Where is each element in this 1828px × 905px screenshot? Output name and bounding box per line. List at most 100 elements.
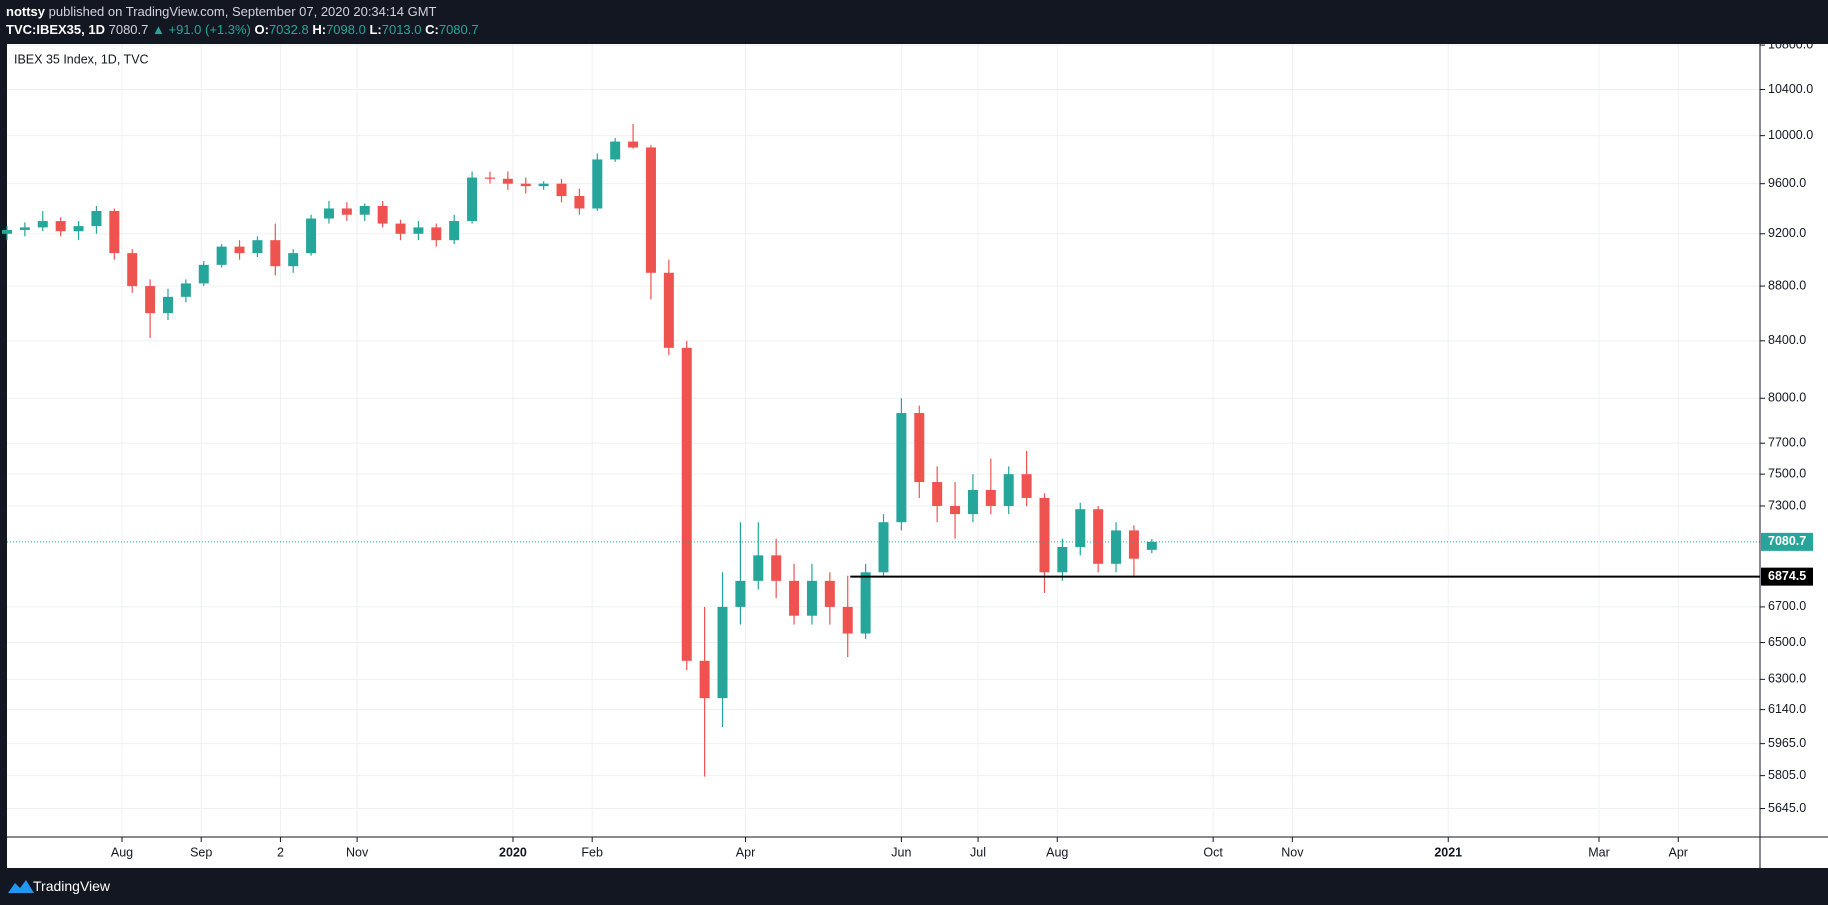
candle-body (789, 580, 800, 616)
candle-body (1057, 546, 1068, 573)
candle-body (592, 159, 603, 209)
y-tick-label: 10800.0 (1768, 44, 1813, 51)
candle-body (860, 572, 871, 634)
candle-body (449, 221, 460, 241)
x-tick-label: Jun (891, 845, 911, 859)
candle-body (824, 580, 835, 607)
candle-body (306, 218, 317, 254)
candle-body (180, 283, 191, 297)
x-tick-label: Nov (346, 845, 369, 859)
y-tick-label: 5965.0 (1768, 736, 1806, 750)
candle-body (127, 253, 138, 287)
candle-body (663, 272, 674, 348)
candle-body (1146, 541, 1157, 550)
candle-body (55, 221, 66, 232)
candle-body (610, 141, 621, 160)
candle-body (234, 246, 245, 254)
candle-body (1093, 509, 1104, 564)
y-tick-label: 8000.0 (1768, 391, 1806, 405)
candle-body (323, 208, 334, 219)
ohlc-label: C: (425, 22, 439, 37)
price-tag (1761, 532, 1813, 551)
candle-body (914, 413, 925, 483)
candle-body (574, 196, 585, 209)
candle-body (145, 286, 156, 314)
candle-body (1128, 530, 1139, 559)
candle-body (985, 489, 996, 506)
change: ▲ +91.0 (+1.3%) (152, 22, 251, 37)
candle-body (967, 489, 978, 515)
y-tick-label: 10400.0 (1768, 82, 1813, 96)
last: 7080.7 (108, 22, 149, 37)
candle-body (806, 580, 817, 616)
candle-body (645, 147, 656, 273)
candle-body (1075, 509, 1086, 547)
chart-title: IBEX 35 Index, 1D, TVC (14, 52, 149, 66)
x-tick-label: Oct (1203, 845, 1223, 859)
y-tick-label: 7700.0 (1768, 436, 1806, 450)
x-tick-label: 2021 (1434, 845, 1462, 859)
candle-body (950, 505, 961, 515)
candle-body (1021, 474, 1032, 498)
candle-body (431, 227, 442, 241)
symbol: TVC:IBEX35, 1D (6, 22, 105, 37)
candle-body (341, 208, 352, 215)
candle-body (413, 227, 424, 234)
footer: TradingView (0, 868, 1828, 905)
candle-body (198, 264, 209, 284)
candle-body (538, 183, 549, 187)
x-tick-label: 2 (277, 845, 284, 859)
author[interactable]: nottsy (6, 4, 45, 19)
candle-body (216, 246, 227, 265)
x-tick-label: Nov (1281, 845, 1304, 859)
y-tick-label: 8400.0 (1768, 333, 1806, 347)
candle-body (681, 347, 692, 661)
candle-body (252, 240, 263, 254)
candle-body (896, 413, 907, 523)
candle-body (484, 177, 495, 179)
ohlc-value: 7098.0 (326, 22, 366, 37)
header: nottsy published on TradingView.com, Sep… (0, 0, 1828, 44)
candle-body (1111, 530, 1122, 564)
candle-body (467, 177, 478, 222)
hline-tag (1761, 567, 1813, 586)
y-tick-label: 7500.0 (1768, 466, 1806, 480)
y-tick-label: 9600.0 (1768, 176, 1806, 190)
x-tick-label: Apr (1669, 845, 1688, 859)
ohlc-value: 7032.8 (268, 22, 309, 37)
candle-body (932, 482, 943, 506)
candle-body (1039, 497, 1050, 573)
candle-body (520, 183, 531, 187)
hline-tag-label: 6874.5 (1768, 569, 1806, 583)
candle-body (395, 223, 406, 234)
x-tick-label: Apr (736, 845, 755, 859)
published: published on TradingView.com, September … (48, 4, 437, 19)
x-tick-label: Jul (970, 845, 986, 859)
candle-body (270, 240, 281, 267)
ohlc-value: 7080.7 (438, 22, 479, 37)
candle-body (502, 178, 513, 184)
y-tick-label: 6140.0 (1768, 702, 1806, 716)
candle-body (735, 580, 746, 607)
candle-body (753, 555, 764, 581)
publish-line: nottsy published on TradingView.com, Sep… (6, 4, 436, 19)
candle-body (1003, 474, 1014, 506)
candle-body (771, 555, 782, 581)
candle-body (628, 141, 639, 148)
candle-body (842, 606, 853, 634)
y-tick-label: 6700.0 (1768, 599, 1806, 613)
candle-body (2, 229, 12, 234)
candle-body (73, 226, 84, 232)
y-tick-label: 6300.0 (1768, 672, 1806, 686)
x-tick-label: 2020 (499, 845, 527, 859)
price-tag-label: 7080.7 (1768, 534, 1806, 548)
x-tick-label: Aug (111, 845, 133, 859)
y-tick-label: 7300.0 (1768, 498, 1806, 512)
ohlc: O:7032.8 H:7098.0 L:7013.0 C:7080.7 (255, 22, 479, 37)
x-tick-label: Feb (581, 845, 603, 859)
x-tick-label: Mar (1588, 845, 1610, 859)
ohlc-label: O: (254, 22, 269, 37)
y-tick-label: 9200.0 (1768, 226, 1806, 240)
ohlc-value: 7013.0 (381, 22, 422, 37)
